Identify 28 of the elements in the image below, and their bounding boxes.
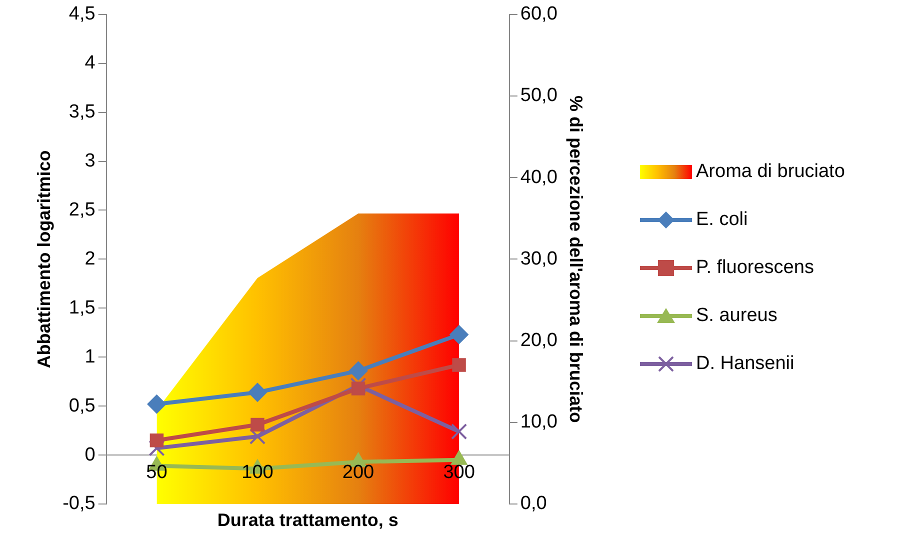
legend-label: Aroma di bruciato [696, 161, 845, 183]
y2-tick-label: 60,0 [520, 4, 558, 25]
y-tick-label: 3,5 [68, 102, 96, 123]
x-axis-title: Durata trattamento, s [217, 510, 398, 530]
x-tick-label: 100 [242, 462, 274, 483]
y-tick-label: 1,5 [68, 297, 96, 318]
y-tick-label: 2,5 [68, 199, 96, 220]
legend-label: E. coli [696, 209, 748, 231]
y-tick-label: 3 [84, 150, 96, 172]
y2-tick-label: 20,0 [520, 330, 558, 352]
y-tick-label: 4 [84, 52, 96, 74]
y2-tick-label: 0,0 [520, 493, 547, 514]
legend-label: S. aureus [696, 305, 778, 327]
legend-label: D. Hansenii [696, 353, 794, 375]
y-axis-title: Abbattimento logaritmico [34, 150, 54, 368]
y2-tick-label: 50,0 [520, 85, 558, 106]
legend-label: P. fluorescens [696, 257, 814, 279]
y-tick-label: -0,5 [62, 493, 96, 514]
x-tick-label: 200 [342, 462, 374, 483]
y-tick-label: 0 [84, 444, 96, 466]
y-tick-label: 0,5 [68, 395, 96, 416]
y2-axis-title: % di percezione dell'aroma di bruciato [566, 96, 586, 423]
y-tick-label: 2 [84, 248, 96, 270]
y2-tick-label: 10,0 [520, 412, 558, 433]
y2-tick-label: 30,0 [520, 248, 558, 270]
y-tick-label: 1 [84, 346, 96, 368]
y2-tick-label: 40,0 [520, 166, 558, 188]
y-tick-label: 4,5 [68, 4, 96, 25]
